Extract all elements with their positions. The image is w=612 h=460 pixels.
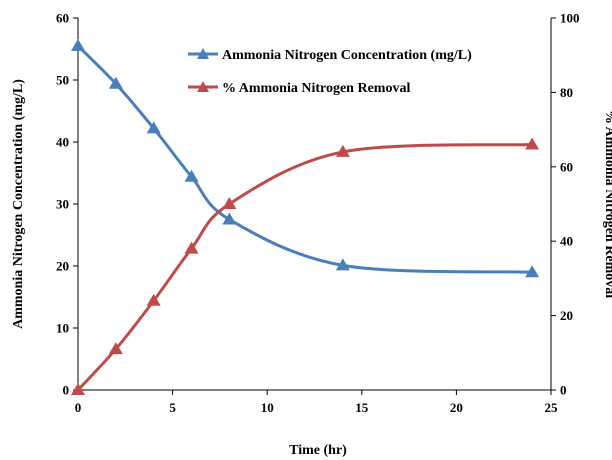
legend-marker-removal <box>197 81 209 92</box>
left-y-tick-label-5: 50 <box>56 73 69 88</box>
left-y-tick-label-0: 0 <box>63 383 70 398</box>
series-1-point-0 <box>71 383 85 395</box>
series-0-line <box>76 44 533 274</box>
series-1-line <box>76 142 533 392</box>
left-y-tick-label-2: 20 <box>56 259 69 274</box>
left-y-axis-ticks: 0 10 20 30 40 50 60 <box>56 11 78 398</box>
right-y-tick-label-0: 0 <box>560 383 567 398</box>
series-1-point-3 <box>184 241 199 254</box>
right-y-axis-title: % Ammonia Nitrogen Removal <box>602 110 612 298</box>
series-0-point-2 <box>146 121 161 134</box>
left-y-tick-label-1: 10 <box>56 321 69 336</box>
right-y-tick-label-5: 100 <box>560 11 580 26</box>
series-0-point-1 <box>108 76 123 89</box>
right-y-tick-label-1: 20 <box>560 308 573 323</box>
x-tick-label-5: 25 <box>545 400 559 415</box>
series-1-point-4 <box>222 197 237 209</box>
right-y-tick-label-3: 60 <box>560 159 573 174</box>
series-1-point-2 <box>146 293 161 306</box>
left-y-tick-label-3: 30 <box>56 197 69 212</box>
x-tick-label-0: 0 <box>75 400 82 415</box>
series-1 <box>71 137 540 395</box>
x-tick-label-4: 20 <box>450 400 463 415</box>
x-tick-label-3: 15 <box>355 400 369 415</box>
series-0-point-6 <box>525 265 540 278</box>
x-tick-label-2: 10 <box>261 400 274 415</box>
plot-frame <box>77 18 552 391</box>
legend-label-removal: % Ammonia Nitrogen Removal <box>222 81 410 96</box>
series-1-point-5 <box>335 144 350 157</box>
series-1-point-6 <box>525 137 540 150</box>
left-y-axis-title: Ammonia Nitrogen Concentration (mg/L) <box>11 79 26 329</box>
series-0-point-3 <box>184 169 199 182</box>
right-y-tick-label-4: 80 <box>560 85 573 100</box>
series-0-point-4 <box>222 212 237 225</box>
x-axis-title: Time (hr) <box>289 443 347 458</box>
series-0-point-0 <box>71 38 85 51</box>
series-0-point-5 <box>335 258 350 271</box>
left-y-tick-label-4: 40 <box>56 135 69 150</box>
legend-label-concentration: Ammonia Nitrogen Concentration (mg/L) <box>222 48 472 63</box>
x-tick-label-1: 5 <box>169 400 176 415</box>
right-y-axis-ticks: 0 20 40 60 80 100 <box>551 11 580 398</box>
legend-marker-concentration <box>197 48 209 59</box>
legend: Ammonia Nitrogen Concentration (mg/L) % … <box>188 48 472 96</box>
x-axis-ticks: 0 5 10 15 20 25 <box>75 390 558 415</box>
left-y-tick-label-6: 60 <box>56 11 69 26</box>
series-layer <box>71 38 540 395</box>
series-1-point-1 <box>108 342 123 355</box>
right-y-tick-label-2: 40 <box>560 234 573 249</box>
series-0 <box>71 38 540 278</box>
